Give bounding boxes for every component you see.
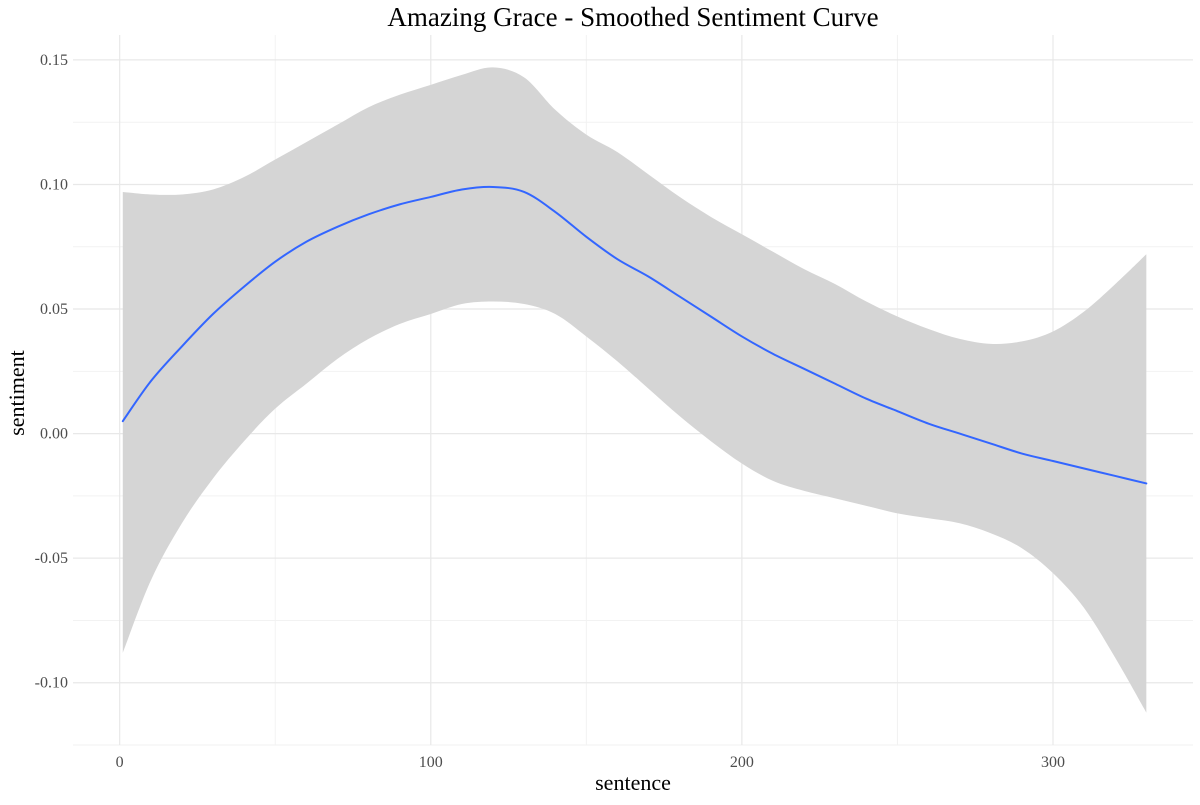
y-tick-label: 0.00 — [40, 426, 68, 443]
y-tick-label: -0.05 — [35, 550, 68, 567]
smooth-sentiment-line — [121, 185, 1148, 485]
x-axis-title: sentence — [595, 770, 671, 795]
y-tick-label: 0.05 — [40, 301, 68, 318]
y-tick-label: 0.15 — [40, 52, 68, 69]
x-tick-label: 200 — [730, 754, 754, 771]
axis-label-layer: 0 100 200 300 -0.10 -0.05 0.00 0.05 0.10 0.15 — [35, 52, 1065, 771]
x-tick-label: 100 — [419, 754, 443, 771]
confidence-band — [122, 67, 1147, 713]
y-tick-label: 0.10 — [40, 176, 68, 193]
x-tick-label: 300 — [1041, 754, 1065, 771]
smooth-line-layer — [121, 185, 1148, 485]
confidence-band-layer — [122, 67, 1147, 713]
x-tick-label: 0 — [116, 754, 124, 771]
y-tick-label: -0.10 — [35, 675, 68, 692]
chart-title: Amazing Grace - Smoothed Sentiment Curve — [387, 2, 878, 32]
y-axis-title: sentiment — [4, 350, 29, 436]
